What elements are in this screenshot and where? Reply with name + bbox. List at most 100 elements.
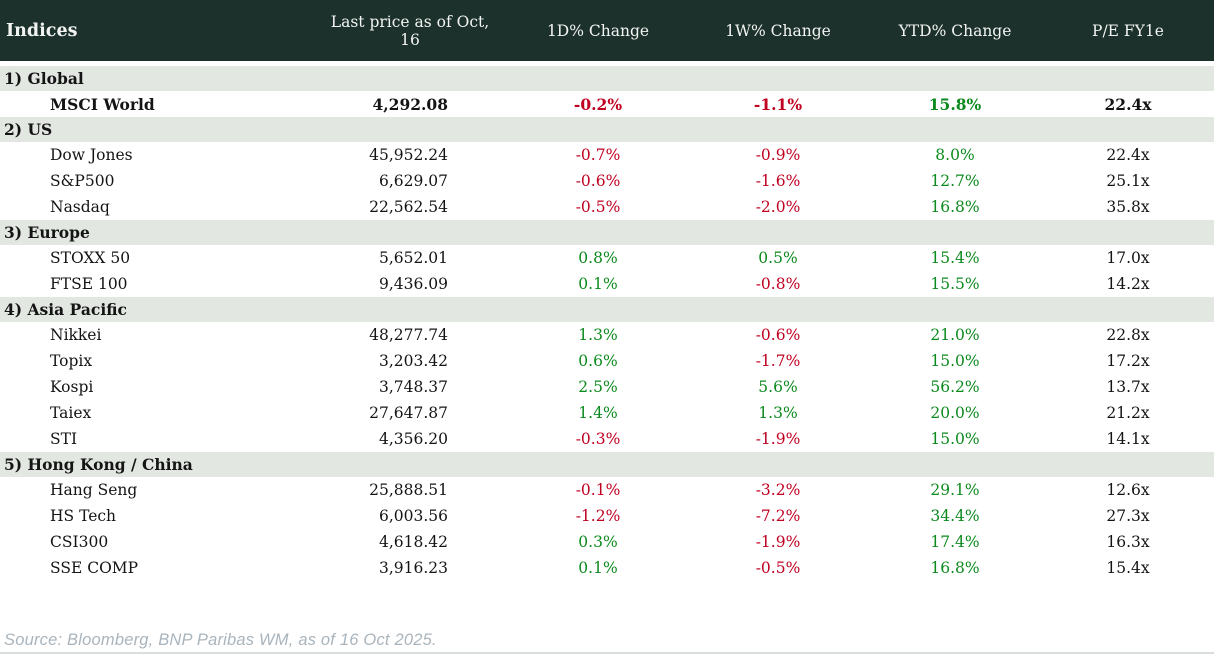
change-1w-cell: -7.2% <box>755 507 801 525</box>
change-1w-cell: -0.6% <box>755 326 801 344</box>
column-header-ytd-change: YTD% Change <box>898 21 1012 40</box>
change-ytd-cell: 16.8% <box>930 559 980 577</box>
index-name-cell: S&P500 <box>50 172 115 190</box>
change-ytd-cell: 16.8% <box>930 198 980 216</box>
change-1w-cell: -1.6% <box>755 172 801 190</box>
section-label: 5) Hong Kong / China <box>4 455 193 474</box>
last-price-cell: 5,652.01 <box>378 249 448 267</box>
pe-cell: 22.4x <box>1106 146 1150 164</box>
change-1w-cell: -0.9% <box>755 146 801 164</box>
change-ytd-cell: 15.0% <box>930 430 980 448</box>
change-1w-cell: -0.5% <box>755 559 801 577</box>
pe-cell: 15.4x <box>1106 559 1150 577</box>
last-price-cell: 4,356.20 <box>378 430 448 448</box>
last-price-cell: 3,203.42 <box>378 352 448 370</box>
change-ytd-cell: 15.8% <box>928 94 982 114</box>
change-ytd-cell: 17.4% <box>930 533 980 551</box>
index-row: Dow Jones 45,952.24 -0.7% -0.9% 8.0% 22.4x <box>0 142 1214 168</box>
pe-cell: 12.6x <box>1106 481 1150 499</box>
section-label: 1) Global <box>4 69 84 88</box>
change-ytd-cell: 12.7% <box>930 172 980 190</box>
bottom-divider <box>0 652 1214 654</box>
pe-cell: 27.3x <box>1106 507 1150 525</box>
last-price-cell: 4,292.08 <box>372 94 448 114</box>
pe-cell: 22.4x <box>1104 94 1152 114</box>
pe-cell: 17.2x <box>1106 352 1150 370</box>
index-name-cell: Topix <box>50 352 93 370</box>
section-row: 3) Europe <box>0 220 1214 245</box>
change-1d-cell: 0.8% <box>578 249 618 267</box>
change-ytd-cell: 15.0% <box>930 352 980 370</box>
index-name-cell: SSE COMP <box>50 559 139 577</box>
indices-table: Indices Last price as of Oct, 16 1D% Cha… <box>0 0 1214 581</box>
index-row: MSCI World 4,292.08 -0.2% -1.1% 15.8% 22.4x <box>0 91 1214 117</box>
last-price-cell: 25,888.51 <box>369 481 448 499</box>
change-1d-cell: 0.6% <box>578 352 618 370</box>
last-price-cell: 6,629.07 <box>378 172 448 190</box>
pe-cell: 14.1x <box>1106 430 1150 448</box>
section-row: 4) Asia Pacific <box>0 297 1214 322</box>
change-1w-cell: -1.9% <box>755 430 801 448</box>
index-row: Nikkei 48,277.74 1.3% -0.6% 21.0% 22.8x <box>0 322 1214 348</box>
index-name-cell: Taiex <box>50 404 92 422</box>
change-1w-cell: 0.5% <box>758 249 798 267</box>
column-header-pe: P/E FY1e <box>1092 21 1164 40</box>
change-ytd-cell: 34.4% <box>930 507 980 525</box>
index-name-cell: STOXX 50 <box>50 249 131 267</box>
change-ytd-cell: 21.0% <box>930 326 980 344</box>
last-price-cell: 48,277.74 <box>369 326 448 344</box>
index-name-cell: HS Tech <box>50 507 117 525</box>
last-price-cell: 3,748.37 <box>378 378 448 396</box>
section-row: 5) Hong Kong / China <box>0 452 1214 477</box>
change-1d-cell: -1.2% <box>575 507 621 525</box>
index-row: Hang Seng 25,888.51 -0.1% -3.2% 29.1% 12.6x <box>0 477 1214 503</box>
change-ytd-cell: 15.4% <box>930 249 980 267</box>
change-ytd-cell: 20.0% <box>930 404 980 422</box>
change-1d-cell: -0.1% <box>575 481 621 499</box>
pe-cell: 13.7x <box>1106 378 1150 396</box>
section-row: 2) US <box>0 117 1214 142</box>
pe-cell: 21.2x <box>1106 404 1150 422</box>
change-1d-cell: 0.1% <box>578 559 618 577</box>
index-name-cell: MSCI World <box>50 94 155 114</box>
index-name-cell: CSI300 <box>50 533 109 551</box>
column-header-1d-change: 1D% Change <box>546 21 650 40</box>
change-ytd-cell: 29.1% <box>930 481 980 499</box>
pe-cell: 14.2x <box>1106 275 1150 293</box>
change-1d-cell: 2.5% <box>578 378 618 396</box>
last-price-cell: 9,436.09 <box>378 275 448 293</box>
last-price-cell: 3,916.23 <box>378 559 448 577</box>
pe-cell: 22.8x <box>1106 326 1150 344</box>
change-1w-cell: -2.0% <box>755 198 801 216</box>
table-title: Indices <box>6 20 78 41</box>
change-ytd-cell: 56.2% <box>930 378 980 396</box>
index-row: STOXX 50 5,652.01 0.8% 0.5% 15.4% 17.0x <box>0 245 1214 271</box>
index-row: FTSE 100 9,436.09 0.1% -0.8% 15.5% 14.2x <box>0 271 1214 297</box>
change-1d-cell: 0.1% <box>578 275 618 293</box>
column-header-last-price: Last price as of Oct, 16 <box>330 12 490 49</box>
change-1d-cell: -0.2% <box>573 94 623 114</box>
index-row: CSI300 4,618.42 0.3% -1.9% 17.4% 16.3x <box>0 529 1214 555</box>
index-name-cell: Nikkei <box>50 326 102 344</box>
index-name-cell: Hang Seng <box>50 481 138 499</box>
table-body: 1) Global MSCI World 4,292.08 -0.2% -1.1% 15.… <box>0 61 1214 581</box>
change-1w-cell: -0.8% <box>755 275 801 293</box>
index-row: Taiex 27,647.87 1.4% 1.3% 20.0% 21.2x <box>0 400 1214 426</box>
index-row: S&P500 6,629.07 -0.6% -1.6% 12.7% 25.1x <box>0 168 1214 194</box>
last-price-cell: 4,618.42 <box>378 533 448 551</box>
index-name-cell: Kospi <box>50 378 94 396</box>
pe-cell: 25.1x <box>1106 172 1150 190</box>
last-price-cell: 22,562.54 <box>369 198 448 216</box>
change-ytd-cell: 15.5% <box>930 275 980 293</box>
column-header-1w-change: 1W% Change <box>725 21 831 40</box>
change-1d-cell: 0.3% <box>578 533 618 551</box>
last-price-cell: 6,003.56 <box>378 507 448 525</box>
table-header: Indices Last price as of Oct, 16 1D% Cha… <box>0 0 1214 61</box>
index-row: Nasdaq 22,562.54 -0.5% -2.0% 16.8% 35.8x <box>0 194 1214 220</box>
index-name-cell: FTSE 100 <box>50 275 128 293</box>
change-ytd-cell: 8.0% <box>935 146 975 164</box>
change-1w-cell: 5.6% <box>758 378 798 396</box>
change-1d-cell: -0.6% <box>575 172 621 190</box>
change-1d-cell: -0.5% <box>575 198 621 216</box>
pe-cell: 17.0x <box>1106 249 1150 267</box>
